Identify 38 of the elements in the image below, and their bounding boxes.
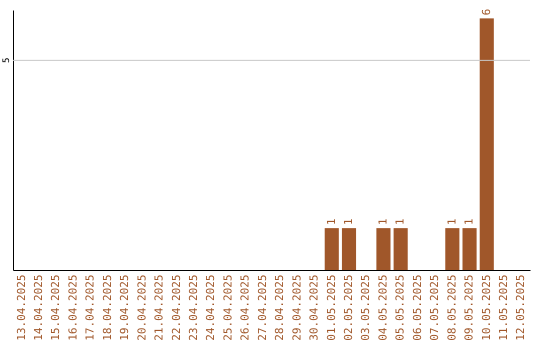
x-tick-label: 22.04.2025 <box>170 274 183 340</box>
x-tick-label: 07.05.2025 <box>428 274 442 340</box>
x-tick-label: 11.05.2025 <box>496 274 510 340</box>
x-tick-label: 06.05.2025 <box>410 274 424 340</box>
ref-line-label: 5 <box>2 58 12 64</box>
x-tick-label: 12.05.2025 <box>514 274 528 340</box>
x-tick-label: 16.04.2025 <box>66 274 80 340</box>
x-tick-label: 02.05.2025 <box>342 274 355 340</box>
x-tick-label: 24.04.2025 <box>204 274 218 340</box>
x-tick-label: 19.04.2025 <box>118 274 132 340</box>
x-tick-label: 03.05.2025 <box>359 274 372 340</box>
x-tick-label: 29.04.2025 <box>290 274 304 340</box>
x-tick-label: 13.04.2025 <box>14 274 28 340</box>
x-tick-label: 25.04.2025 <box>221 274 234 340</box>
x-tick-label: 27.04.2025 <box>256 274 269 340</box>
x-tick-label: 15.04.2025 <box>49 274 62 340</box>
x-tick-label: 08.05.2025 <box>445 274 458 340</box>
x-tick-label: 23.04.2025 <box>187 274 200 340</box>
x-tick-label: 18.04.2025 <box>100 274 114 340</box>
x-tick-label: 26.04.2025 <box>238 274 252 340</box>
data-label: 6 <box>480 8 493 16</box>
data-label: 1 <box>462 218 476 226</box>
x-tick-label: 20.04.2025 <box>135 274 148 340</box>
x-tick-label: 05.05.2025 <box>394 274 407 340</box>
data-label: 1 <box>324 218 338 226</box>
data-label: 1 <box>342 218 355 226</box>
x-tick-label: 17.04.2025 <box>84 274 97 340</box>
x-tick-label: 04.05.2025 <box>376 274 390 340</box>
x-tick-label: 30.04.2025 <box>308 274 321 340</box>
data-label: 1 <box>394 218 407 226</box>
data-label: 1 <box>445 218 458 226</box>
x-tick-label: 21.04.2025 <box>152 274 166 340</box>
x-tick-label: 01.05.2025 <box>324 274 338 340</box>
x-tick-label: 14.04.2025 <box>32 274 46 340</box>
data-label: 1 <box>376 218 390 226</box>
x-tick-label: 10.05.2025 <box>480 274 493 340</box>
x-tick-label: 09.05.2025 <box>462 274 476 340</box>
x-tick-label: 28.04.2025 <box>273 274 286 340</box>
